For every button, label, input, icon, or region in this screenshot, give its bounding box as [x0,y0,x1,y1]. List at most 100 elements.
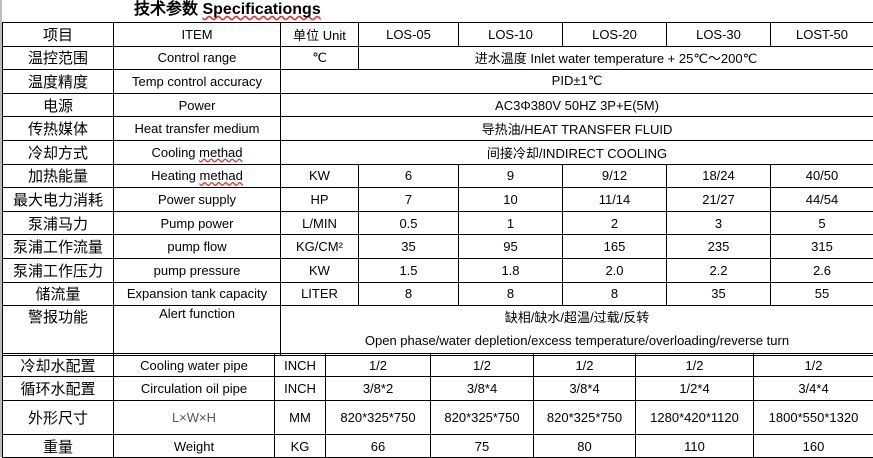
row-value-0: 35 [359,235,459,259]
row-value-0: 66 [326,435,431,458]
row-value-3: 2.2 [667,258,771,282]
row-value-2: 2 [563,211,667,235]
row-cn: 温度精度 [3,70,114,94]
header-model: LOS-10 [459,23,563,47]
row-value-2: 8 [563,282,667,306]
row-cn: 冷却方式 [3,140,114,164]
row-unit: KG [275,435,326,458]
row-value-0: 7 [359,188,459,212]
row-value-0: 820*325*750 [326,401,431,435]
row-value-1: 10 [459,188,563,212]
row-value-3: 21/27 [667,188,771,212]
row-unit: L/MIN [281,211,359,235]
row-value-3: 110 [636,435,754,458]
row-cn: 温控范围 [3,46,114,70]
row-value-4: 3/4*4 [754,377,873,401]
row-value-4: 315 [771,235,873,259]
row-en: Weight [114,435,275,458]
row-value-2: 3/8*4 [534,377,636,401]
row-value-4: 1800*550*1320 [754,401,873,435]
row-value-1: 9 [459,164,563,188]
row-unit: INCH [275,377,326,401]
row-value: 间接冷却/INDIRECT COOLING [281,140,873,164]
table-row: 传热媒体 Heat transfer medium 导热油/HEAT TRANS… [3,117,873,141]
row-value-1: 3/8*4 [431,377,534,401]
row-cn: 循环水配置 [3,377,114,401]
row-value-3: 35 [667,282,771,306]
row-en: Power [114,93,281,117]
row-value-0: 6 [359,164,459,188]
table-row: 温度精度 Temp control accuracy PID±1℃ [3,70,873,94]
row-value-4: 1/2 [754,354,873,377]
row-cn: 泵浦马力 [3,211,114,235]
row-en: Cooling water pipe [114,354,275,377]
header-item: ITEM [114,23,281,47]
row-value-0: 1.5 [359,258,459,282]
table-row: 冷却方式 Cooling methad 间接冷却/INDIRECT COOLIN… [3,140,873,164]
row-en: L×W×H [114,401,275,435]
alert-row: 警报功能 Alert function 缺相/缺水/超温/过载/反转 Open … [3,306,873,356]
header-model: LOST-50 [771,23,873,47]
row-value-4: 55 [771,282,873,306]
row-value-3: 1/2 [636,354,754,377]
row-value-2: 1/2 [534,354,636,377]
row-unit: KW [281,164,359,188]
row-en: Heating methad [114,164,281,188]
row-cn: 传热媒体 [3,117,114,141]
alert-value-cn: 缺相/缺水/超温/过载/反转 [281,306,873,329]
row-en: Heat transfer medium [114,117,281,141]
row-value-3: 18/24 [667,164,771,188]
row-cn: 泵浦工作流量 [3,235,114,259]
row-value-0: 0.5 [359,211,459,235]
row-value-2: 2.0 [563,258,667,282]
row-unit: MM [275,401,326,435]
row-en: Expansion tank capacity [114,282,281,306]
header-model: LOS-20 [563,23,667,47]
row-cn: 电源 [3,93,114,117]
row-value: PID±1℃ [281,70,873,94]
row-value-4: 160 [754,435,873,458]
row-value: 导热油/HEAT TRANSFER FLUID [281,117,873,141]
row-value-1: 1 [459,211,563,235]
row-unit: KW [281,258,359,282]
row-unit: INCH [275,354,326,377]
header-row: 项目 ITEM 单位 Unit LOS-05 LOS-10 LOS-20 LOS… [3,23,873,47]
row-en: Alert function [114,306,281,356]
row-value-1: 8 [459,282,563,306]
title-en: Specificationgs [202,1,320,18]
header-model: LOS-05 [359,23,459,47]
row-value-0: 8 [359,282,459,306]
title-cn: 技术参数 [134,1,198,18]
row-value-2: 80 [534,435,636,458]
row-value: AC3Φ380V 50HZ 3P+E(5M) [281,93,873,117]
row-value-0: 3/8*2 [326,377,431,401]
row-value-1: 820*325*750 [431,401,534,435]
row-value-4: 2.6 [771,258,873,282]
header-cn: 项目 [3,23,114,47]
row-value-4: 44/54 [771,188,873,212]
row-cn: 警报功能 [3,306,114,356]
row-en: Pump power [114,211,281,235]
row-value-1: 1.8 [459,258,563,282]
row-value-3: 1280*420*1120 [636,401,754,435]
spec-table-upper: 项目 ITEM 单位 Unit LOS-05 LOS-10 LOS-20 LOS… [2,22,873,356]
row-en: Temp control accuracy [114,70,281,94]
row-unit: HP [281,188,359,212]
row-cn: 储流量 [3,282,114,306]
row-unit: KG/CM² [281,235,359,259]
page-title: 技术参数 Specificationgs [134,0,321,22]
row-value-0: 1/2 [326,354,431,377]
row-cn: 最大电力消耗 [3,188,114,212]
row-en: Circulation oil pipe [114,377,275,401]
row-value-3: 1/2*4 [636,377,754,401]
row-cn: 泵浦工作压力 [3,258,114,282]
